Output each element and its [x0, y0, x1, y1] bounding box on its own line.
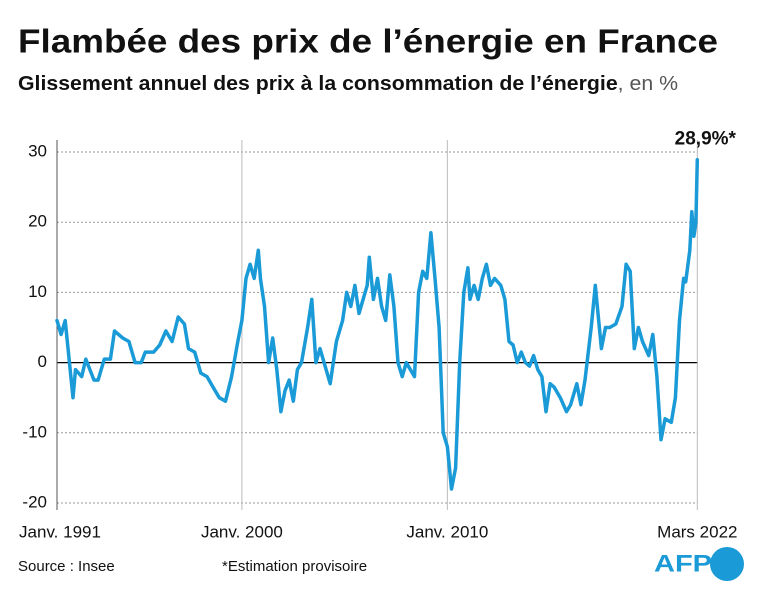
- x-tick-label: Janv. 2010: [406, 522, 488, 541]
- y-tick-label: 0: [38, 352, 47, 371]
- x-tick-label: Janv. 1991: [19, 522, 101, 541]
- subtitle-main: Glissement annuel des prix à la consomma…: [18, 73, 618, 95]
- subtitle-unit: , en %: [618, 73, 679, 95]
- x-tick-label: Janv. 2000: [201, 522, 283, 541]
- y-tick-label: -10: [22, 422, 47, 441]
- y-tick-label: -20: [22, 492, 47, 511]
- line: [55, 157, 700, 491]
- logo: AFP: [654, 550, 712, 577]
- annotation: 28,9%*: [675, 129, 737, 150]
- y-tick-label: 30: [28, 141, 47, 160]
- chart-title: Flambée des prix de l’énergie en France: [18, 23, 718, 60]
- note: *Estimation provisoire: [222, 558, 367, 575]
- source: Source : Insee: [18, 558, 115, 575]
- logo-circle: [710, 547, 744, 581]
- y-tick-label: 20: [28, 212, 47, 231]
- chart-subtitle: Glissement annuel des prix à la consomma…: [18, 73, 678, 95]
- y-tick-label: 10: [28, 282, 47, 301]
- x-tick-label: Mars 2022: [657, 522, 737, 541]
